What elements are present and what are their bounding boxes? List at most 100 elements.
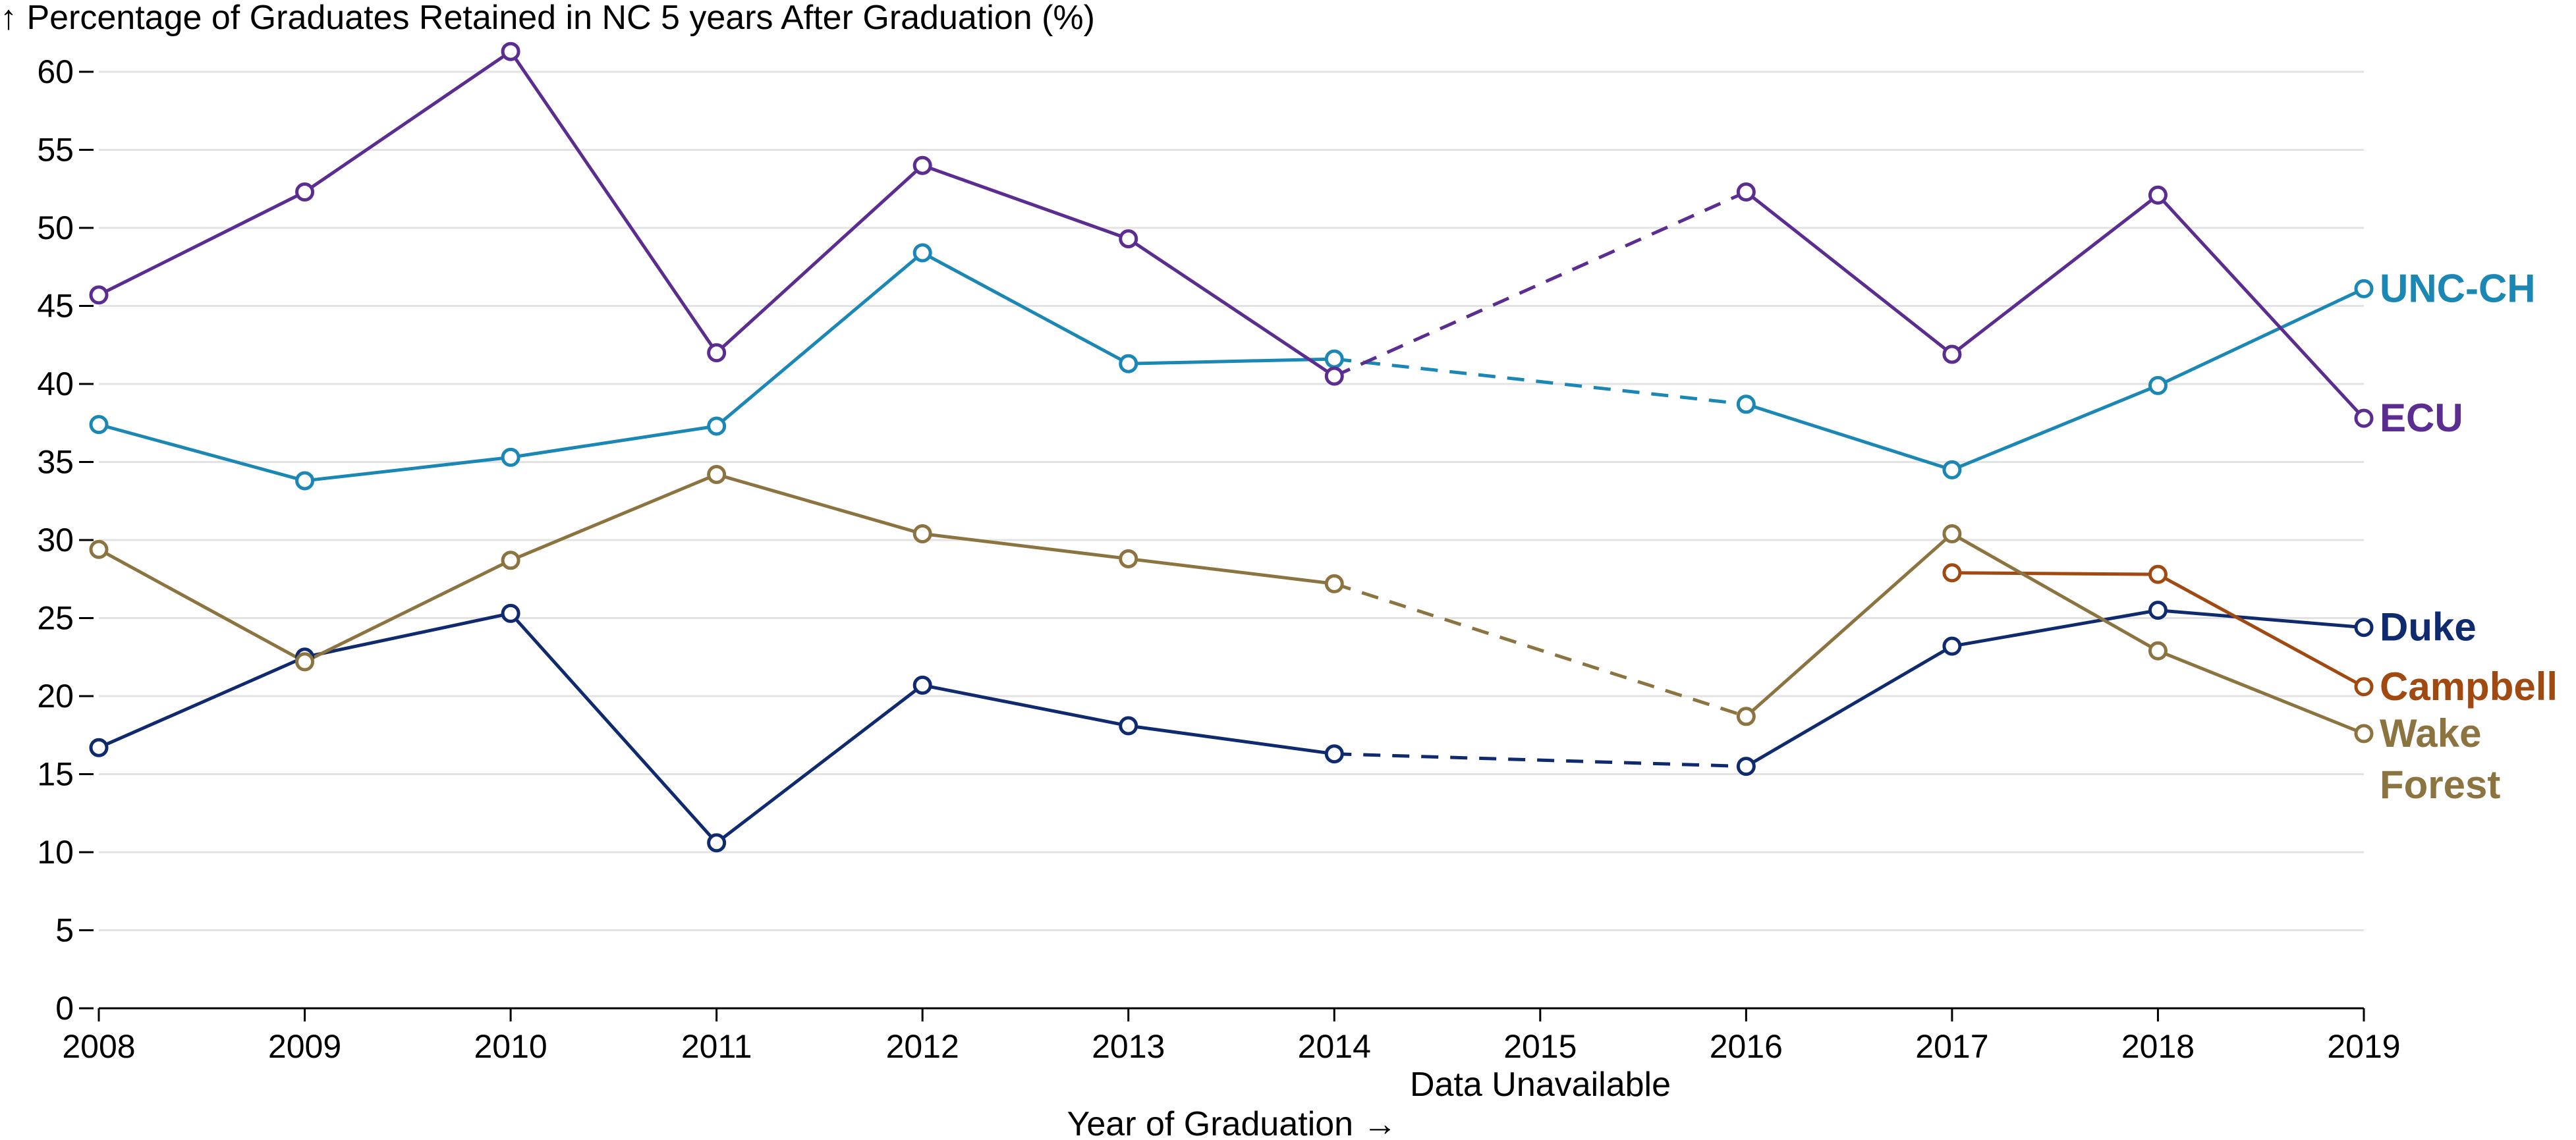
series-label-wake-forest-line-1: Wake [2380,711,2482,755]
duke-segment-2018-2019 [2156,609,2366,630]
y-axis: 0 5 10 15 20 25 30 35 40 45 50 55 60 [37,53,94,1027]
campbell-point-2019 [2354,677,2374,697]
duke-segment-2009-2010 [303,611,513,659]
ecu-segment-2009-2010 [303,49,513,194]
series-label-campbell: Campbell [2380,665,2558,709]
ecu-point-2011 [707,343,727,363]
y-tick-label-50: 50 [37,209,74,246]
series-label-ecu: ECU [2380,396,2463,440]
unc-ch-point-2014 [1324,349,1344,369]
unc-ch-segment-2016-2017 [1744,402,1954,472]
ecu-point-2012 [912,155,932,175]
ecu-segment-2014-2016 [1333,190,1747,378]
ecu-point-2010 [501,41,520,61]
unc-ch-segment-2013-2014 [1127,357,1336,366]
duke-segment-2016-2017 [1744,644,1954,769]
duke-segment-2013-2014 [1127,724,1336,756]
ecu-point-2014 [1324,366,1344,386]
y-tick-label-55: 55 [37,132,74,169]
y-tick-label-45: 45 [37,288,74,325]
y-tick-label-10: 10 [37,834,74,871]
series-lines [97,49,2366,845]
x-tick-label-2011: 2011 [681,1028,752,1065]
y-tick-label-40: 40 [37,366,74,402]
duke-point-2016 [1736,757,1756,776]
wake-forest-point-2014 [1324,574,1344,593]
unc-ch-segment-2008-2009 [97,423,307,483]
ecu-point-2016 [1736,182,1756,202]
unc-ch-point-2017 [1942,460,1962,479]
unc-ch-segment-2009-2010 [303,455,513,483]
wake-forest-point-2011 [707,464,727,484]
wake-forest-point-2016 [1736,707,1756,726]
unc-ch-point-2018 [2148,375,2168,395]
x-tick-label-2018: 2018 [2121,1028,2195,1065]
duke-segment-2017-2018 [1950,609,2160,648]
wake-forest-segment-2014-2016 [1333,582,1747,719]
x-axis-annotation: Data Unavailable [1410,1066,1671,1104]
series-label-duke-line-1: Duke [2380,605,2477,649]
y-tick-label-60: 60 [37,53,74,90]
wake-forest-segment-2008-2009 [97,547,307,664]
unc-ch-segment-2012-2013 [920,251,1131,366]
unc-ch-point-2019 [2354,279,2374,298]
y-tick-label-30: 30 [37,522,74,558]
gridlines [99,70,2364,931]
wake-forest-segment-2012-2013 [920,532,1131,560]
wake-forest-point-2010 [501,551,520,570]
y-tick-label-0: 0 [55,990,74,1027]
x-axis-title: Year of Graduation → [1067,1105,1397,1140]
duke-segment-2008-2009 [97,655,307,749]
ecu-point-2019 [2354,408,2374,428]
x-tick-label-2016: 2016 [1710,1028,1783,1065]
wake-forest-segment-2013-2014 [1127,556,1336,585]
series-label-unc-ch: UNC-CH [2380,266,2536,310]
series-points [89,41,2374,853]
x-tick-label-2017: 2017 [1915,1028,1988,1065]
series-label-unc-ch-line-1: UNC-CH [2380,266,2536,310]
duke-segment-2014-2016 [1334,752,1747,769]
duke-segment-2010-2011 [509,611,719,845]
duke-segment-2011-2012 [715,683,924,845]
ecu-point-2013 [1119,229,1138,249]
x-axis: 2008 2009 2010 2011 2012 2013 2014 2015 2016 2017… [62,1007,2401,1065]
series-label-wake-forest: Wake Forest [2380,711,2500,807]
y-tick-label-20: 20 [37,678,74,715]
series-label-duke: Duke [2380,605,2477,649]
x-tick-label-2014: 2014 [1298,1028,1371,1065]
duke-point-2010 [501,603,520,623]
wake-forest-point-2017 [1942,524,1962,544]
duke-point-2012 [912,675,932,695]
x-tick-label-2008: 2008 [62,1028,135,1065]
unc-ch-point-2010 [501,447,520,467]
y-tick-label-25: 25 [37,600,74,637]
duke-point-2017 [1942,636,1962,656]
wake-forest-point-2008 [89,539,109,559]
x-tick-label-2015: 2015 [1503,1028,1577,1065]
campbell-segment-2018-2019 [2156,572,2366,689]
duke-point-2019 [2354,618,2374,638]
campbell-segment-2017-2018 [1950,571,2160,576]
y-axis-title: ↑ Percentage of Graduates Retained in NC… [0,0,1095,37]
ecu-segment-2011-2012 [715,163,924,355]
duke-point-2018 [2148,601,2168,620]
unc-ch-segment-2014-2016 [1333,357,1747,406]
series-label-campbell-line-1: Campbell [2380,665,2558,709]
duke-point-2008 [89,738,109,757]
duke-point-2011 [707,833,727,853]
ecu-segment-2016-2017 [1744,190,1954,356]
x-tick-label-2010: 2010 [474,1028,547,1065]
wake-forest-point-2009 [295,652,315,672]
ecu-segment-2013-2014 [1127,237,1336,378]
ecu-point-2018 [2148,185,2168,205]
unc-ch-point-2016 [1736,394,1756,414]
unc-ch-point-2009 [295,471,315,491]
series-label-wake-forest-line-2: Forest [2380,763,2500,807]
ecu-segment-2012-2013 [920,163,1131,241]
wake-forest-point-2012 [912,524,932,544]
x-tick-label-2013: 2013 [1092,1028,1165,1065]
unc-ch-point-2013 [1119,354,1138,373]
y-tick-label-5: 5 [55,912,74,949]
unc-ch-point-2012 [912,243,932,263]
